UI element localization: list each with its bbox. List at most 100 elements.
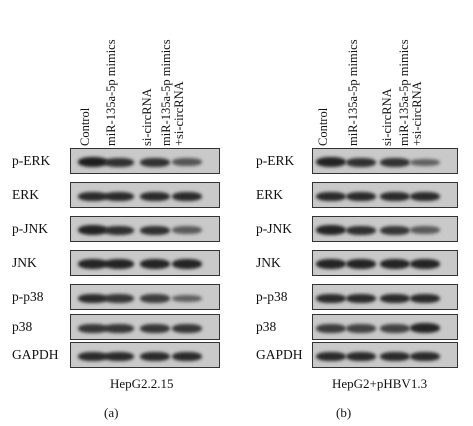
band [140, 157, 170, 167]
lane-label-text: miR-135a-5p mimics [104, 39, 118, 146]
blot-strip [70, 216, 220, 242]
band [172, 191, 202, 201]
band [346, 293, 376, 303]
blot-row: p-ERK [0, 148, 236, 174]
blot-row: p38 [236, 314, 472, 340]
band [346, 259, 376, 269]
band [78, 157, 108, 167]
band [316, 225, 346, 235]
band [172, 351, 202, 361]
band [410, 259, 440, 269]
lane-label-text: Control [316, 107, 330, 146]
band [140, 259, 170, 269]
panel-b: Control miR-135a-5p mimics si-circRNA miR-1… [236, 0, 472, 426]
band [380, 323, 410, 333]
blot-row: JNK [0, 250, 236, 276]
protein-label: p38 [256, 319, 277, 334]
lane-label: miR-135a-5p mimics +si-circRNA [397, 6, 424, 146]
blot-row: ERK [236, 182, 472, 208]
band [140, 293, 170, 303]
band [172, 226, 202, 234]
band [104, 293, 134, 303]
protein-label: p-ERK [12, 153, 51, 168]
lane-label: miR-135a-5p mimics +si-circRNA [159, 6, 186, 146]
blot-row: GAPDH [0, 342, 236, 368]
lane-label: miR-135a-5p mimics [104, 6, 118, 146]
lane-label-text: si-circRNA [140, 88, 154, 146]
blot-strip [70, 314, 220, 340]
lane-label-text: Control [78, 107, 92, 146]
protein-label: p-JNK [12, 221, 48, 236]
band [78, 351, 108, 361]
panel-letter: (b) [336, 405, 352, 420]
band [104, 157, 134, 167]
blot-strip [70, 250, 220, 276]
band [140, 323, 170, 333]
cell-line-caption: HepG2.2.15 [110, 376, 174, 391]
band [104, 351, 134, 361]
blot-row: p-JNK [0, 216, 236, 242]
band [346, 191, 376, 201]
band [78, 191, 108, 201]
blot-row: GAPDH [236, 342, 472, 368]
blot-row: p-JNK [236, 216, 472, 242]
lane-label: si-circRNA [140, 6, 154, 146]
band [410, 158, 440, 166]
band [78, 225, 108, 235]
band [78, 323, 108, 333]
panel-a: Control miR-135a-5p mimics si-circRNA miR-1… [0, 0, 236, 426]
protein-label: ERK [256, 187, 283, 202]
band [78, 259, 108, 269]
lane-label-text: miR-135a-5p mimics +si-circRNA [397, 39, 424, 146]
blot-strip [312, 342, 458, 368]
protein-label: ERK [12, 187, 39, 202]
band [316, 351, 346, 361]
lane-label: si-circRNA [380, 6, 394, 146]
blot-strip [312, 314, 458, 340]
band [140, 225, 170, 235]
band [380, 293, 410, 303]
blot-strip [312, 182, 458, 208]
blot-strip [70, 284, 220, 310]
band [172, 294, 202, 302]
blot-strip [312, 284, 458, 310]
lane-label: Control [78, 6, 92, 146]
band [104, 259, 134, 269]
protein-label: p-p38 [256, 289, 288, 304]
protein-label: p-ERK [256, 153, 295, 168]
band [316, 293, 346, 303]
band [380, 157, 410, 167]
band [410, 191, 440, 201]
band [410, 323, 440, 333]
blot-strip [70, 148, 220, 174]
band [380, 225, 410, 235]
blot-row: p-ERK [236, 148, 472, 174]
blot-row: JNK [236, 250, 472, 276]
lane-label-text: miR-135a-5p mimics [346, 39, 360, 146]
blot-strip [312, 148, 458, 174]
band [346, 225, 376, 235]
lane-label: miR-135a-5p mimics [346, 6, 360, 146]
band [316, 323, 346, 333]
blot-strip [70, 342, 220, 368]
blot-row: ERK [0, 182, 236, 208]
band [316, 191, 346, 201]
band [140, 351, 170, 361]
protein-label: GAPDH [12, 347, 59, 362]
band [380, 191, 410, 201]
blot-strip [312, 216, 458, 242]
band [346, 157, 376, 167]
band [104, 225, 134, 235]
band [346, 323, 376, 333]
protein-label: JNK [256, 255, 281, 270]
band [104, 323, 134, 333]
lane-label-text: miR-135a-5p mimics +si-circRNA [159, 39, 186, 146]
band [78, 293, 108, 303]
protein-label: GAPDH [256, 347, 303, 362]
band [346, 351, 376, 361]
band [172, 259, 202, 269]
lane-label: Control [316, 6, 330, 146]
band [140, 191, 170, 201]
blot-row: p-p38 [236, 284, 472, 310]
lane-label-text: si-circRNA [380, 88, 394, 146]
